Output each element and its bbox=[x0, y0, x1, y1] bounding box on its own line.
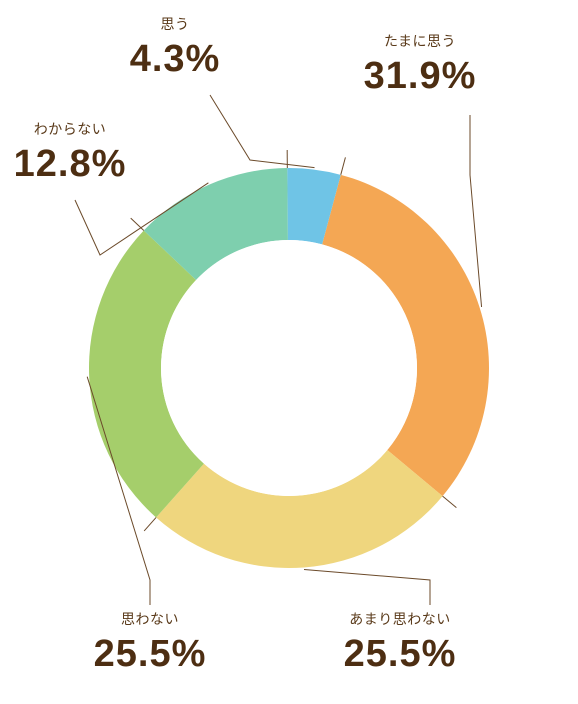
boundary-tick bbox=[144, 517, 156, 530]
leader-line bbox=[304, 569, 430, 605]
leader-line bbox=[470, 115, 482, 307]
boundary-tick bbox=[131, 218, 144, 230]
leader-line bbox=[210, 95, 315, 168]
boundary-tick bbox=[341, 157, 346, 174]
donut-hole bbox=[161, 240, 417, 496]
boundary-tick bbox=[443, 496, 457, 508]
donut-chart bbox=[0, 0, 578, 704]
